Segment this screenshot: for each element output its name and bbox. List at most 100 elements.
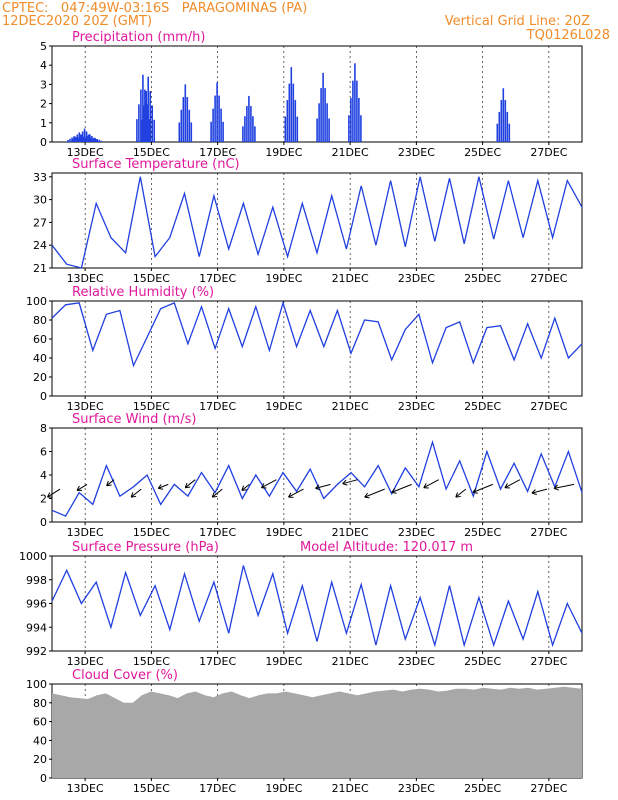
x-tick-label: 13DEC <box>67 146 104 159</box>
precip-bar <box>92 139 94 142</box>
y-tick-label: 100 <box>26 678 47 691</box>
series-line-rh <box>51 300 583 368</box>
cloud-cover-area <box>52 686 582 778</box>
precip-bar <box>91 136 93 142</box>
precip-bar <box>286 100 289 142</box>
panel-title-cloud: Cloud Cover (%) <box>72 668 178 683</box>
x-tick-label: 13DEC <box>67 526 104 539</box>
panel-title-wind: Surface Wind (m/s) <box>72 412 196 427</box>
x-tick-label: 13DEC <box>67 272 104 285</box>
wind-vector-head <box>455 492 461 498</box>
precip-bar <box>88 140 90 142</box>
header-line1-right: Vertical Grid Line: 20Z <box>444 14 590 29</box>
precip-bar <box>246 106 248 142</box>
precip-bar <box>151 105 153 142</box>
x-tick-label: 15DEC <box>133 400 170 413</box>
x-tick-label: 21DEC <box>332 400 369 413</box>
precip-bar <box>90 139 92 142</box>
series-line-press <box>51 565 583 648</box>
y-tick-label: 100 <box>26 295 47 308</box>
precip-bar <box>184 84 187 142</box>
x-tick-label: 25DEC <box>464 782 501 795</box>
precip-bar <box>188 109 191 142</box>
x-tick-label: 23DEC <box>398 146 435 159</box>
y-tick-label: 33 <box>33 171 47 184</box>
precip-bar <box>100 140 102 142</box>
precip-bar <box>498 111 501 142</box>
x-tick-label: 15DEC <box>133 526 170 539</box>
y-tick-label: 8 <box>40 422 47 435</box>
precip-bar <box>288 83 291 142</box>
wind-vector <box>261 479 277 489</box>
precip-bar <box>140 89 142 142</box>
x-tick-label: 19DEC <box>265 146 302 159</box>
precip-bar <box>326 103 328 142</box>
y-tick-label: 20 <box>33 753 47 766</box>
x-tick-label: 15DEC <box>133 782 170 795</box>
panel-frame-rh <box>51 300 583 397</box>
precip-bar <box>212 108 214 142</box>
wind-vector-head <box>391 488 397 494</box>
precip-bar <box>143 105 145 142</box>
x-tick-label: 27DEC <box>530 655 567 668</box>
precip-bar <box>76 134 79 142</box>
x-tick-label: 19DEC <box>265 782 302 795</box>
precip-bar <box>360 115 362 142</box>
wind-vector <box>504 479 521 489</box>
x-tick-label: 15DEC <box>133 146 170 159</box>
precip-bar <box>180 109 183 142</box>
wind-vector <box>76 483 88 491</box>
y-tick-label: 21 <box>33 262 47 275</box>
x-tick-label: 25DEC <box>464 526 501 539</box>
x-tick-label: 15DEC <box>133 655 170 668</box>
wind-vector <box>47 488 61 498</box>
y-tick-label: 0 <box>40 516 47 529</box>
precip-bar <box>141 119 143 142</box>
precip-bar <box>182 97 185 142</box>
x-tick-label: 13DEC <box>67 655 104 668</box>
precip-bar <box>142 74 144 142</box>
x-tick-label: 27DEC <box>530 272 567 285</box>
x-tick-label: 17DEC <box>199 400 236 413</box>
precip-bar <box>136 119 138 142</box>
wind-vector <box>212 488 223 498</box>
header-line1-left: CPTEC: 047:49W-03:16S PARAGOMINAS (PA) <box>2 1 308 16</box>
x-tick-label: 17DEC <box>199 655 236 668</box>
y-tick-label: 0 <box>40 390 47 403</box>
precip-bar <box>328 118 330 142</box>
precip-bar <box>502 88 505 142</box>
precip-bar <box>178 122 181 142</box>
x-tick-label: 19DEC <box>265 400 302 413</box>
precip-bar <box>85 131 88 142</box>
x-tick-label: 21DEC <box>332 146 369 159</box>
panel-title-rh: Relative Humidity (%) <box>72 285 214 300</box>
wind-vector-head <box>260 483 267 489</box>
precip-bar <box>248 95 250 142</box>
x-tick-label: 23DEC <box>398 782 435 795</box>
precip-bar <box>504 100 507 142</box>
panel-subtitle-press: Model Altitude: 120.017 m <box>300 540 473 555</box>
wind-vector <box>342 479 358 485</box>
series-line-temp <box>51 176 583 269</box>
x-tick-label: 15DEC <box>133 272 170 285</box>
precip-bar <box>284 116 287 142</box>
precip-bar <box>358 97 360 142</box>
wind-vector-head <box>47 492 53 498</box>
precip-bar <box>222 121 224 142</box>
x-tick-label: 19DEC <box>265 655 302 668</box>
y-tick-label: 80 <box>33 314 47 327</box>
y-tick-label: 0 <box>40 772 47 785</box>
precip-bar <box>220 108 222 142</box>
precip-bar <box>318 103 320 142</box>
y-tick-label: 40 <box>33 734 47 747</box>
precip-bar <box>79 134 82 142</box>
precip-bar <box>296 116 299 142</box>
precip-bar <box>322 72 324 142</box>
wind-vector-head <box>211 492 218 498</box>
precip-bar <box>252 116 254 142</box>
panel-title-press: Surface Pressure (hPa) <box>72 540 219 555</box>
y-tick-label: 992 <box>26 645 47 658</box>
x-tick-label: 27DEC <box>530 782 567 795</box>
precip-bar <box>87 136 89 142</box>
